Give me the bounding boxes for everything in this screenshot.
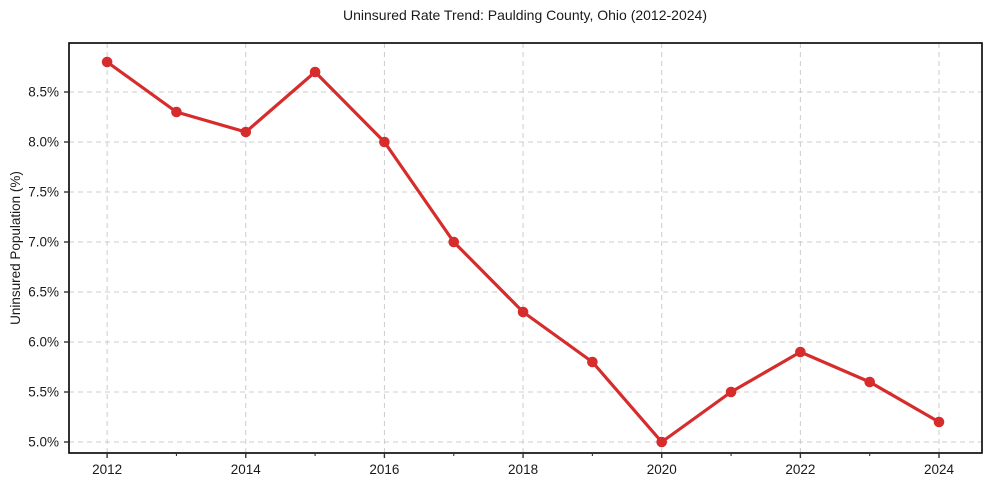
x-tick-label: 2016 [369,462,399,477]
plot-border [68,42,983,454]
y-tick-label: 8.5% [28,85,59,100]
data-point-2013 [171,106,182,118]
x-tick-label: 2022 [785,462,815,477]
chart-title: Uninsured Rate Trend: Paulding County, O… [343,7,707,23]
data-point-2018 [517,306,529,318]
grid-layer [69,43,982,453]
data-point-2023 [864,376,875,388]
y-tick-label: 7.0% [28,235,59,250]
data-point-2019 [587,356,598,368]
x-tick-label: 2014 [231,462,262,477]
y-tick-label: 7.5% [28,185,59,200]
axis-layer: 2012 2014 2016 2018 2020 2022 2024 5.0% 5.5% 6.0%… [28,42,983,477]
data-point-2012 [101,56,113,68]
y-axis-label: Uninsured Population (%) [8,171,23,325]
data-point-2015 [309,66,321,78]
y-tick-label: 6.5% [28,285,59,300]
data-point-2024 [933,416,945,428]
data-point-2014 [240,126,252,138]
y-tick-label: 6.0% [28,335,59,350]
data-point-2022 [795,346,806,358]
data-point-2020 [656,436,668,448]
data-point-2021 [725,386,737,398]
x-tick-label: 2018 [508,462,538,477]
x-tick-label: 2024 [924,462,955,477]
y-tick-label: 5.0% [28,435,59,450]
x-tick-label: 2020 [647,462,677,477]
y-tick-label: 5.5% [28,385,59,400]
data-point-2017 [448,236,460,248]
x-tick-label: 2012 [92,462,122,477]
series-layer [101,56,945,448]
y-tick-label: 8.0% [28,135,59,150]
data-point-2016 [379,136,390,148]
